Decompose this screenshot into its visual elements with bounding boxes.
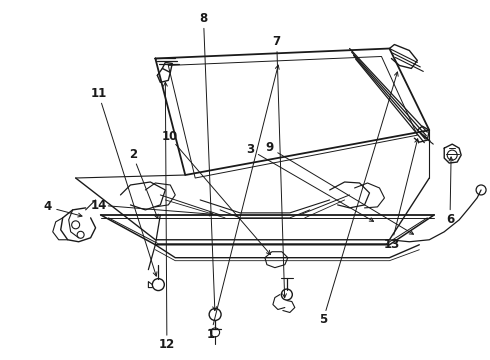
Text: 11: 11 — [91, 87, 107, 100]
Text: 6: 6 — [446, 213, 454, 226]
Text: 9: 9 — [265, 141, 273, 154]
Text: 8: 8 — [199, 12, 208, 25]
Text: 2: 2 — [129, 148, 137, 161]
Text: 13: 13 — [383, 238, 399, 251]
Text: 3: 3 — [246, 143, 254, 156]
Text: 14: 14 — [90, 199, 107, 212]
Text: 10: 10 — [161, 130, 177, 144]
Text: 5: 5 — [319, 313, 327, 327]
Text: 12: 12 — [159, 338, 175, 351]
Text: 7: 7 — [272, 35, 281, 49]
Text: 1: 1 — [207, 328, 215, 341]
Text: 4: 4 — [43, 201, 51, 213]
